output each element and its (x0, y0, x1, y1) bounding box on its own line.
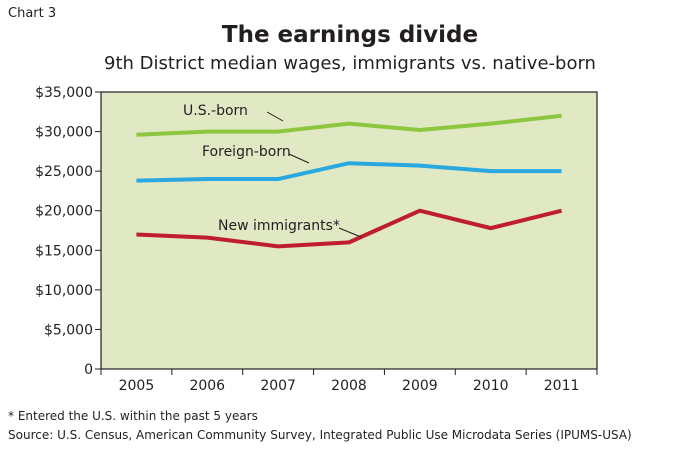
x-tick-label: 2006 (189, 378, 225, 394)
line-chart: 0 $5,000 $10,000 $15,000 $20,000 $25,000 $30,0… (35, 85, 598, 394)
series-label-new-immigrants: New immigrants* (218, 218, 340, 234)
y-tick-label: $15,000 (35, 243, 93, 259)
y-tick-label: 0 (84, 362, 93, 378)
y-tick-label: $35,000 (35, 85, 93, 101)
x-tick-label: 2008 (331, 378, 367, 394)
x-tick-label: 2009 (402, 378, 438, 394)
chart-subtitle: 9th District median wages, immigrants vs… (104, 53, 596, 74)
series-label-leader (266, 111, 284, 122)
y-tick-label: $25,000 (35, 164, 93, 180)
series-label-foreign-born: Foreign-born (202, 144, 291, 160)
y-tick-label: $20,000 (35, 204, 93, 220)
x-tick-label: 2010 (473, 378, 509, 394)
chart-title: The earnings divide (221, 22, 479, 48)
footnote-note: * Entered the U.S. within the past 5 yea… (8, 409, 258, 423)
x-tick-label: 2011 (544, 378, 580, 394)
plot-area (100, 91, 598, 370)
series-label-leader (338, 227, 362, 238)
series-label-leader (288, 153, 310, 164)
x-tick-label: 2005 (119, 378, 155, 394)
y-tick-label: $30,000 (35, 125, 93, 141)
series-line-u-s-born (136, 113, 562, 137)
chart-number-label: Chart 3 (8, 6, 57, 21)
series-label-u-s-born: U.S.-born (183, 103, 248, 119)
series-line-foreign-born (136, 161, 562, 183)
footnote-source: Source: U.S. Census, American Community … (8, 428, 632, 442)
y-tick-label: $5,000 (44, 322, 93, 338)
series-line-new-immigrants (136, 208, 563, 249)
x-tick-label: 2007 (260, 378, 296, 394)
y-tick-label: $10,000 (35, 283, 93, 299)
